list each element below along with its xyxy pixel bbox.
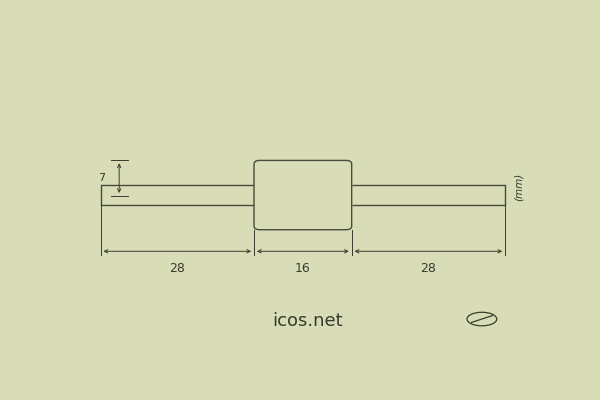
Text: 16: 16: [295, 262, 311, 275]
Text: 28: 28: [169, 262, 185, 275]
Text: 7: 7: [98, 173, 105, 183]
Text: icos.net: icos.net: [272, 312, 343, 330]
Text: (mm): (mm): [514, 172, 524, 201]
Text: 28: 28: [421, 262, 436, 275]
FancyBboxPatch shape: [254, 160, 352, 230]
